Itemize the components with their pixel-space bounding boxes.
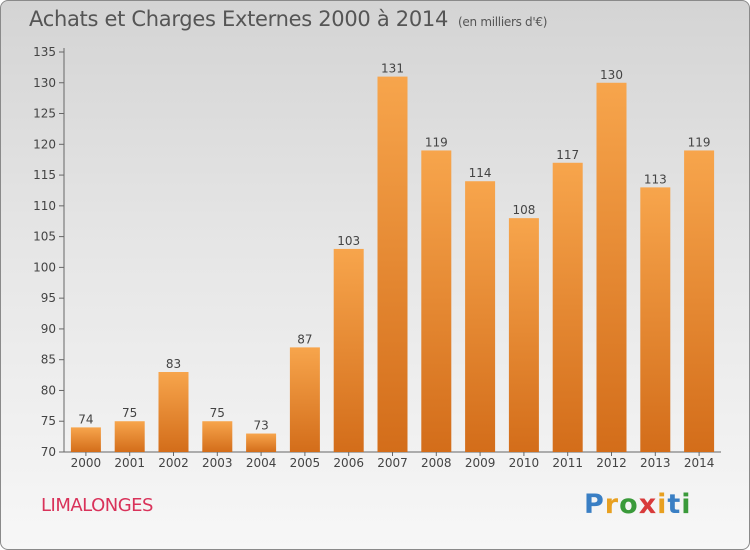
bar-2004 xyxy=(246,433,277,452)
x-tick-label-2014: 2014 xyxy=(684,456,715,470)
y-tick-label: 85 xyxy=(41,353,56,367)
bar-2013 xyxy=(640,187,671,452)
x-tick-label-2009: 2009 xyxy=(465,456,496,470)
x-tick-label-2012: 2012 xyxy=(596,456,627,470)
x-tick-label-2013: 2013 xyxy=(640,456,671,470)
bar-2014 xyxy=(684,150,715,452)
x-tick-label-2001: 2001 xyxy=(114,456,145,470)
value-label-2000: 74 xyxy=(78,412,93,426)
logo-letter: r xyxy=(604,489,620,520)
y-tick-label: 80 xyxy=(41,383,56,397)
value-label-2007: 131 xyxy=(381,62,404,76)
value-label-2008: 119 xyxy=(425,135,448,149)
x-tick-label-2007: 2007 xyxy=(377,456,408,470)
x-tick-label-2011: 2011 xyxy=(552,456,583,470)
bar-2000 xyxy=(70,427,101,452)
value-label-2010: 108 xyxy=(512,203,535,217)
logo-letter: i xyxy=(681,489,692,520)
y-tick-label: 95 xyxy=(41,291,56,305)
bar-2003 xyxy=(202,421,233,452)
chart-title-text: Achats et Charges Externes 2000 à 2014 xyxy=(29,7,449,31)
y-tick-label: 75 xyxy=(41,414,56,428)
x-tick-label-2003: 2003 xyxy=(202,456,233,470)
value-label-2014: 119 xyxy=(688,135,711,149)
x-tick-label-2004: 2004 xyxy=(246,456,277,470)
value-label-2003: 75 xyxy=(210,406,225,420)
logo-letter: o xyxy=(619,489,639,520)
y-tick-label: 105 xyxy=(33,230,56,244)
y-tick-label: 90 xyxy=(41,322,56,336)
x-tick-label-2000: 2000 xyxy=(71,456,102,470)
bar-2007 xyxy=(377,76,408,452)
y-tick-label: 115 xyxy=(33,168,56,182)
bar-2011 xyxy=(552,162,583,452)
value-label-2005: 87 xyxy=(297,332,312,346)
bar-2009 xyxy=(465,181,496,452)
value-label-2013: 113 xyxy=(644,172,667,186)
bar-2010 xyxy=(508,218,539,452)
x-tick-label-2008: 2008 xyxy=(421,456,452,470)
value-label-2004: 73 xyxy=(253,419,268,433)
y-tick-label: 130 xyxy=(33,76,56,90)
chart-title: Achats et Charges Externes 2000 à 2014 (e… xyxy=(29,7,547,31)
value-label-2009: 114 xyxy=(469,166,492,180)
x-tick-label-2005: 2005 xyxy=(290,456,321,470)
bar-2002 xyxy=(158,372,189,452)
y-tick-label: 125 xyxy=(33,107,56,121)
value-label-2001: 75 xyxy=(122,406,137,420)
value-label-2006: 103 xyxy=(337,234,360,248)
y-tick-label: 100 xyxy=(33,260,56,274)
value-label-2002: 83 xyxy=(166,357,181,371)
logo-letter: x xyxy=(638,489,658,520)
logo-letter: t xyxy=(667,489,682,520)
y-tick-label: 70 xyxy=(41,445,56,459)
x-tick-label-2006: 2006 xyxy=(333,456,364,470)
proxiti-logo: Proxiti xyxy=(584,489,692,520)
y-tick-label: 135 xyxy=(33,45,56,59)
logo-letter: i xyxy=(657,489,668,520)
x-tick-label-2010: 2010 xyxy=(509,456,540,470)
value-label-2011: 117 xyxy=(556,148,579,162)
bar-2001 xyxy=(114,421,145,452)
value-label-2012: 130 xyxy=(600,68,623,82)
commune-name: LIMALONGES xyxy=(41,495,153,516)
x-tick-label-2002: 2002 xyxy=(158,456,189,470)
y-tick-label: 110 xyxy=(33,199,56,213)
bar-2012 xyxy=(596,82,627,453)
bar-2005 xyxy=(289,347,320,452)
logo-letter: P xyxy=(584,489,605,520)
bar-2008 xyxy=(421,150,452,452)
y-tick-label: 120 xyxy=(33,137,56,151)
chart-unit: (en milliers d'€) xyxy=(458,15,548,29)
bar-2006 xyxy=(333,248,364,452)
